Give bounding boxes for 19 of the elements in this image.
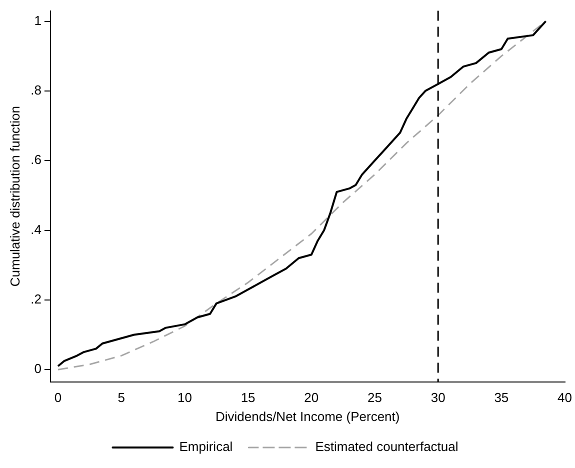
y-axis-title: Cumulative distribution function	[7, 106, 22, 287]
legend-label: Estimated counterfactual	[315, 439, 458, 454]
y-tick-label: 0	[34, 361, 42, 376]
x-tick-label: 20	[304, 390, 319, 406]
x-axis-title: Dividends/Net Income (Percent)	[215, 408, 400, 424]
x-tick-label: 30	[430, 390, 446, 406]
legend-label: Empirical	[179, 439, 233, 454]
x-tick-label: 40	[558, 390, 572, 406]
x-tick-label: 5	[118, 390, 125, 406]
y-tick-label: 1	[34, 12, 42, 28]
x-tick-label: 15	[240, 390, 256, 406]
x-tick-label: 25	[368, 390, 382, 406]
y-tick-label: .2	[30, 292, 42, 307]
y-tick-label: .6	[30, 152, 42, 168]
y-tick-label: .4	[30, 222, 42, 237]
x-tick-label: 0	[54, 390, 62, 406]
x-tick-label: 35	[494, 390, 509, 406]
y-tick-label: .8	[30, 82, 42, 98]
x-tick-label: 10	[177, 390, 192, 406]
